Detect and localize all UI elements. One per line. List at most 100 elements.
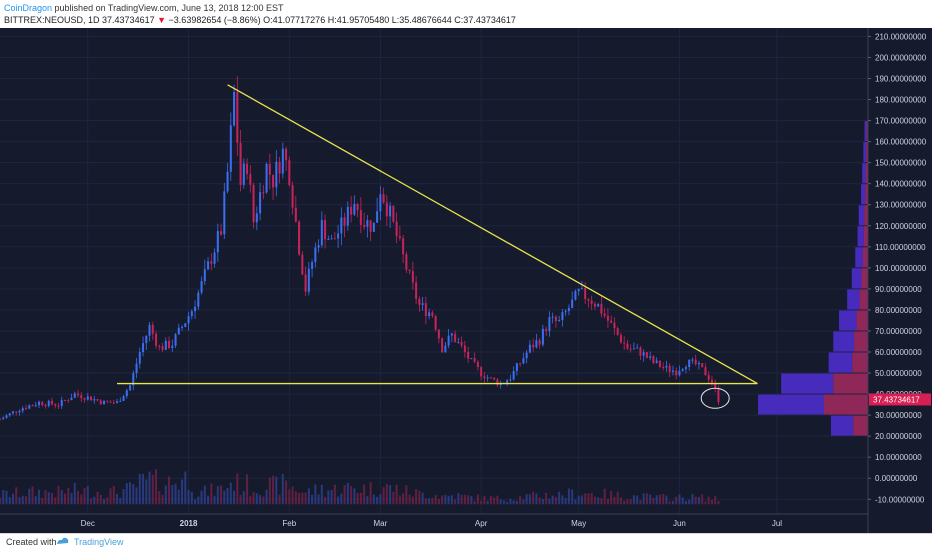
volume-bar xyxy=(353,488,356,505)
volume-profile-down xyxy=(861,268,868,289)
candle-body xyxy=(366,220,369,227)
candle-body xyxy=(93,399,96,401)
volume-bar xyxy=(15,487,18,505)
price-tick-label: 20.00000000 xyxy=(875,432,922,441)
candle-body xyxy=(255,213,258,223)
volume-profile-up xyxy=(833,331,855,352)
candle-body xyxy=(161,346,164,350)
volume-bar xyxy=(470,496,473,505)
time-tick-label: Jun xyxy=(673,519,686,528)
volume-bar xyxy=(561,495,564,505)
candle-body xyxy=(697,363,700,365)
candle-body xyxy=(116,401,119,403)
price-chart[interactable]: 210.00000000 200.00000000 190.00000000 180.… xyxy=(0,28,932,533)
price-tick-label: 170.00000000 xyxy=(875,117,927,126)
candle-body xyxy=(551,316,554,318)
candle-body xyxy=(106,400,109,402)
candle-body xyxy=(561,312,564,320)
chart-canvas[interactable]: 210.00000000 200.00000000 190.00000000 180.… xyxy=(0,28,932,533)
candle-body xyxy=(119,400,122,402)
volume-bar xyxy=(376,496,379,505)
candle-body xyxy=(359,210,362,226)
volume-bar xyxy=(467,495,470,505)
volume-profile-down xyxy=(866,121,868,142)
price-tick-label: 70.00000000 xyxy=(875,327,922,336)
volume-bar xyxy=(233,490,236,505)
volume-bar xyxy=(122,489,125,505)
price-tick-label: 120.00000000 xyxy=(875,222,927,231)
volume-bar xyxy=(155,469,158,505)
volume-profile-down xyxy=(865,184,868,205)
volume-profile-up xyxy=(861,184,866,205)
candle-body xyxy=(457,342,460,344)
candle-body xyxy=(138,352,141,364)
volume-bar xyxy=(151,474,154,505)
volume-bar xyxy=(421,492,424,505)
candle-body xyxy=(15,411,18,413)
volume-bar xyxy=(64,493,67,505)
volume-bar xyxy=(73,482,76,505)
volume-bar xyxy=(603,488,606,505)
volume-bar xyxy=(587,493,590,505)
candle-body xyxy=(229,125,232,172)
volume-bar xyxy=(278,494,281,505)
volume-bar xyxy=(369,482,372,505)
volume-bar xyxy=(678,494,681,505)
volume-bar xyxy=(346,482,349,505)
candle-body xyxy=(704,367,707,376)
candle-body xyxy=(190,311,193,317)
volume-bar xyxy=(697,496,700,505)
candle-body xyxy=(642,352,645,356)
price-tick-label: 130.00000000 xyxy=(875,201,927,210)
volume-bar xyxy=(90,498,93,505)
candle-body xyxy=(652,356,655,363)
volume-bar xyxy=(47,492,50,505)
volume-bar xyxy=(366,496,369,505)
volume-bar xyxy=(5,490,8,505)
candle-body xyxy=(168,340,171,349)
volume-bar xyxy=(67,487,70,505)
volume-bar xyxy=(493,497,496,505)
volume-bar xyxy=(616,491,619,505)
candle-body xyxy=(47,400,50,406)
highlight-ellipse[interactable] xyxy=(700,387,730,409)
volume-bar xyxy=(96,491,99,505)
descending-trendline[interactable] xyxy=(227,84,758,385)
candle-body xyxy=(392,205,395,222)
volume-bar xyxy=(684,501,687,505)
candle-body xyxy=(623,342,626,344)
tradingview-link[interactable]: TradingView xyxy=(74,537,124,547)
candle-body xyxy=(135,363,138,374)
grid xyxy=(0,28,868,514)
volume-profile-up xyxy=(830,415,854,436)
candle-body xyxy=(2,417,5,420)
volume-bar xyxy=(558,491,561,505)
volume-bar xyxy=(359,492,362,505)
candle-body xyxy=(519,363,522,365)
volume-bar xyxy=(0,497,2,505)
candle-body xyxy=(125,390,128,397)
candle-body xyxy=(714,382,717,389)
candle-body xyxy=(460,342,463,346)
candle-body xyxy=(34,405,37,407)
candle-body xyxy=(411,271,414,283)
candle-body xyxy=(51,400,54,405)
time-tick-label: Mar xyxy=(373,519,387,528)
volume-bar xyxy=(496,495,499,505)
volume-bar xyxy=(294,491,297,505)
volume-bar xyxy=(717,501,720,505)
volume-bar xyxy=(311,494,314,505)
volume-bar xyxy=(161,494,164,505)
candle-body xyxy=(610,320,613,323)
candle-body xyxy=(717,388,720,403)
volume-bar xyxy=(116,493,119,505)
candle-body xyxy=(194,306,197,312)
volume-bar xyxy=(330,489,333,505)
volume-bar xyxy=(320,484,323,505)
volume-bar xyxy=(577,495,580,505)
author-link[interactable]: CoinDragon xyxy=(4,3,53,13)
candle-body xyxy=(181,326,184,328)
candle-body xyxy=(129,385,132,391)
volume-profile-down xyxy=(865,163,868,184)
candle-body xyxy=(418,298,421,305)
